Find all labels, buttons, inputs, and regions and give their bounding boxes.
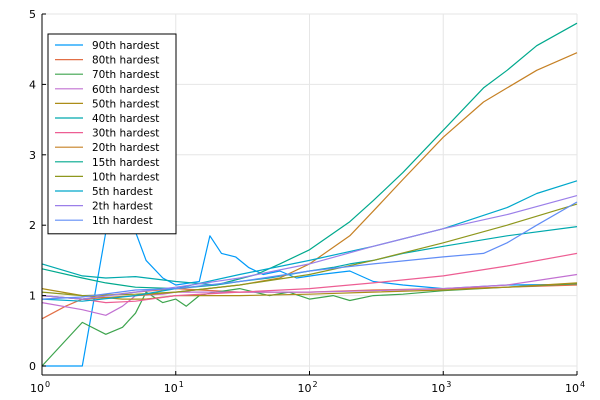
legend-label: 1th hardest: [92, 215, 153, 227]
legend-box: [47, 33, 177, 235]
legend: 90th hardest 80th hardest 70th hardest 60th…: [47, 33, 177, 235]
series-line-11: [41, 180, 578, 302]
legend-label: 50th hardest: [92, 98, 159, 110]
series-line-10: [41, 203, 578, 297]
legend-label: 10th hardest: [92, 171, 159, 183]
y-tick-label: 5: [29, 8, 36, 21]
series-line-13: [41, 201, 578, 300]
legend-label: 40th hardest: [92, 113, 159, 125]
series-line-12: [41, 195, 578, 300]
y-tick-label: 4: [29, 78, 36, 91]
series-line-9: [41, 22, 578, 290]
legend-label: 70th hardest: [92, 69, 159, 81]
legend-label: 2th hardest: [92, 201, 153, 213]
series-line-8: [41, 52, 578, 300]
y-tick-label: 1: [29, 290, 36, 303]
legend-label: 15th hardest: [92, 157, 159, 169]
legend-label: 60th hardest: [92, 84, 159, 96]
y-tick-label: 3: [29, 149, 36, 162]
legend-label: 90th hardest: [92, 40, 159, 52]
series-line-3: [41, 283, 578, 367]
series-line-7: [41, 252, 578, 304]
legend-label: 80th hardest: [92, 55, 159, 67]
legend-label: 5th hardest: [92, 186, 153, 198]
series-lines: [41, 22, 578, 367]
legend-label: 30th hardest: [92, 128, 159, 140]
y-tick-label: 2: [29, 219, 36, 232]
y-tick-label: 0: [29, 360, 36, 373]
legend-label: 20th hardest: [92, 142, 159, 154]
